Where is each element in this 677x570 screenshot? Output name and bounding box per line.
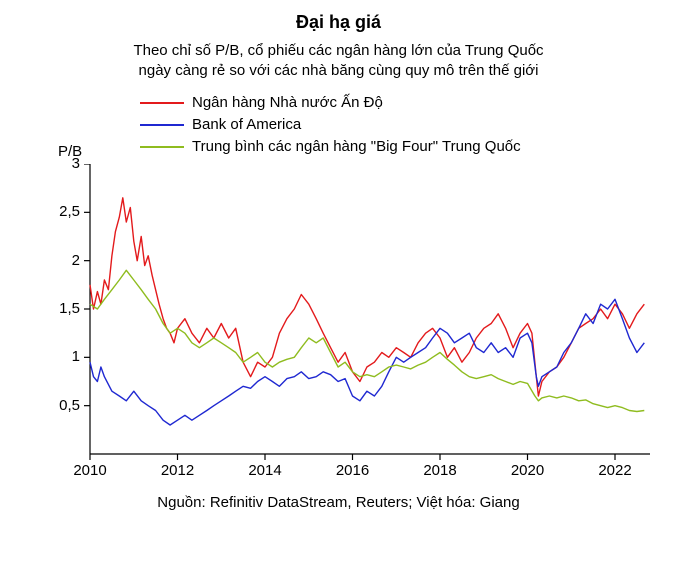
series-india (90, 197, 644, 395)
legend: Ngân hàng Nhà nước Ấn Độ Bank of America T… (140, 92, 657, 158)
x-tick-label: 2022 (598, 462, 631, 479)
subtitle-line-2: ngày càng rẻ so với các nhà băng cùng qu… (139, 62, 539, 79)
legend-label: Ngân hàng Nhà nước Ấn Độ (192, 94, 383, 111)
y-tick-label: 3 (40, 155, 80, 172)
legend-swatch (140, 102, 184, 104)
legend-item: Bank of America (140, 114, 657, 136)
y-tick-label: 0,5 (40, 397, 80, 414)
line-chart (20, 164, 660, 490)
chart-subtitle: Theo chỉ số P/B, cổ phiếu các ngân hàng … (20, 41, 657, 82)
chart-source: Nguồn: Refinitiv DataStream, Reuters; Vi… (20, 494, 657, 511)
legend-label: Bank of America (192, 116, 301, 133)
chart-title: Đại hạ giá (20, 12, 657, 33)
y-tick-label: 1 (40, 348, 80, 365)
legend-item: Ngân hàng Nhà nước Ấn Độ (140, 92, 657, 114)
y-tick-label: 2,5 (40, 203, 80, 220)
legend-swatch (140, 146, 184, 148)
chart-area: 0,511,522,532010201220142016201820202022 (20, 164, 660, 490)
legend-item: Trung bình các ngân hàng "Big Four" Trun… (140, 136, 657, 158)
x-tick-label: 2018 (423, 462, 456, 479)
x-tick-label: 2010 (73, 462, 106, 479)
legend-swatch (140, 124, 184, 126)
x-tick-label: 2020 (511, 462, 544, 479)
x-tick-label: 2012 (161, 462, 194, 479)
legend-label: Trung bình các ngân hàng "Big Four" Trun… (192, 138, 521, 155)
y-tick-label: 1,5 (40, 300, 80, 317)
x-tick-label: 2016 (336, 462, 369, 479)
chart-container: Đại hạ giá Theo chỉ số P/B, cổ phiếu các… (0, 0, 677, 570)
x-tick-label: 2014 (248, 462, 281, 479)
y-tick-label: 2 (40, 252, 80, 269)
subtitle-line-1: Theo chỉ số P/B, cổ phiếu các ngân hàng … (133, 42, 543, 59)
